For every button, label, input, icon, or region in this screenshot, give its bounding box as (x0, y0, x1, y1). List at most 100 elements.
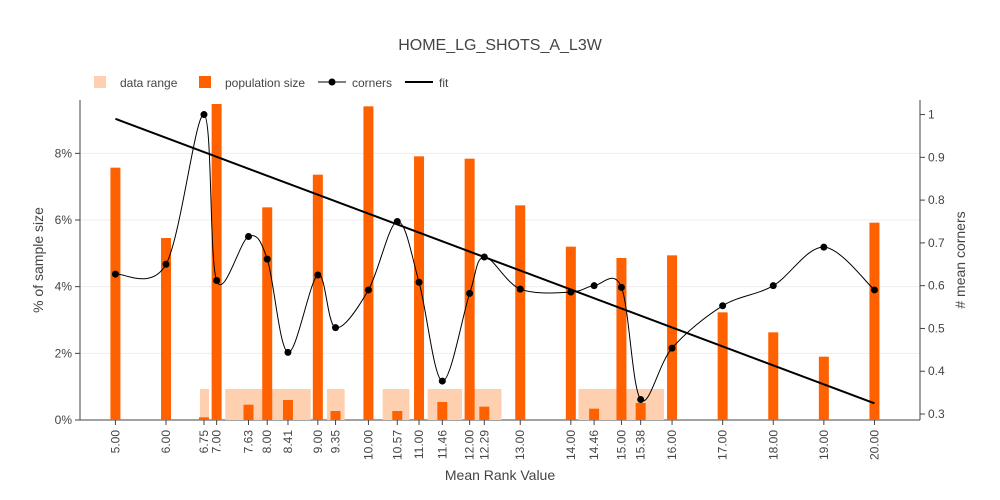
y-tick-label: 8% (55, 146, 73, 160)
x-tick-label: 7.63 (242, 430, 256, 454)
x-tick-label: 15.00 (614, 430, 628, 460)
population-bar (589, 408, 600, 420)
population-bar (667, 255, 678, 420)
corners-point (769, 282, 777, 290)
x-tick-label: 12.00 (463, 430, 477, 460)
population-bar (161, 238, 172, 420)
corners-point (590, 282, 598, 290)
x-tick-label: 20.00 (867, 430, 881, 460)
legend-swatch-data-range (94, 76, 106, 88)
x-tick-label: 9.00 (311, 430, 325, 454)
x-tick-label: 16.00 (665, 430, 679, 460)
corners-point (332, 324, 340, 332)
population-bar (437, 402, 448, 420)
legend-item-data-range[interactable]: data range (94, 76, 178, 90)
y-tick-label: 0% (55, 413, 73, 427)
corners-line (115, 114, 875, 402)
corners-point (637, 395, 645, 403)
population-bar (869, 222, 880, 420)
corners-point (719, 302, 727, 310)
x-tick-label: 14.00 (564, 430, 578, 460)
legend-marker-corners (328, 78, 336, 86)
legend-swatch-population-size (199, 76, 211, 88)
y-tick-label: 2% (55, 346, 73, 360)
data-range-bar (199, 389, 210, 420)
legend-label-fit: fit (439, 76, 449, 90)
population-bar (211, 104, 222, 420)
y2-axis-title: # mean corners (952, 211, 968, 308)
corners-point (870, 286, 878, 294)
corners-point (245, 232, 253, 240)
x-tick-label: 8.00 (260, 430, 274, 454)
x-tick-label: 6.75 (197, 430, 211, 454)
legend-item-corners[interactable]: corners (318, 76, 392, 90)
population-bar (262, 207, 273, 420)
x-tick-label: 19.00 (817, 430, 831, 460)
y2-tick-label: 0.5 (928, 321, 945, 335)
corners-point (617, 283, 625, 291)
y2-tick-label: 0.6 (928, 279, 945, 293)
x-tick-label: 12.29 (477, 430, 491, 460)
legend: data range population size corners fit (94, 76, 449, 90)
y2-tick-label: 0.4 (928, 364, 945, 378)
population-bar (363, 106, 374, 420)
corners-point (516, 285, 524, 293)
population-bar (818, 356, 829, 420)
population-bar (392, 411, 403, 420)
y-tick-label: 4% (55, 280, 73, 294)
corners-point (480, 253, 488, 261)
corners-point (668, 344, 676, 352)
x-tick-label: 10.57 (390, 430, 404, 460)
corners-point (162, 260, 170, 268)
corners-point (213, 277, 221, 285)
legend-label-population-size: population size (225, 76, 305, 90)
y-axis-title: % of sample size (30, 207, 46, 313)
population-bar (414, 156, 425, 421)
corners-point (393, 217, 401, 225)
corners-point (314, 271, 322, 279)
x-axis-title: Mean Rank Value (445, 467, 555, 483)
x-tick-label: 6.00 (159, 430, 173, 454)
x-tick-label: 7.00 (210, 430, 224, 454)
x-tick-label: 18.00 (766, 430, 780, 460)
corners-point (466, 289, 474, 297)
x-tick-label: 8.41 (281, 430, 295, 454)
x-tick-label: 5.00 (108, 430, 122, 454)
corners-point (284, 348, 292, 356)
x-tick-label: 17.00 (716, 430, 730, 460)
chart-title: HOME_LG_SHOTS_A_L3W (398, 37, 603, 54)
population-bar (768, 332, 779, 420)
population-bar (198, 417, 209, 420)
legend-item-population-size[interactable]: population size (199, 76, 305, 90)
x-tick-label: 14.46 (587, 430, 601, 460)
x-tick-label: 11.46 (435, 430, 449, 459)
corners-point (364, 286, 372, 294)
y2-tick-label: 0.7 (928, 236, 945, 250)
y2-tick-label: 0.9 (928, 150, 945, 164)
population-bar (717, 312, 728, 420)
legend-item-fit[interactable]: fit (405, 76, 449, 90)
y2-tick-label: 0.8 (928, 193, 945, 207)
population-bar (616, 258, 627, 420)
population-bar (515, 205, 526, 420)
population-bar (464, 158, 475, 420)
x-tick-label: 10.00 (361, 430, 375, 460)
population-bar (110, 167, 121, 420)
fit-line (115, 117, 875, 405)
corners-point (438, 377, 446, 385)
corners-point (820, 243, 828, 251)
population-bar (282, 400, 293, 420)
x-tick-label: 9.35 (329, 430, 343, 454)
corners-point (200, 111, 208, 119)
population-bar (312, 174, 323, 420)
y-tick-label: 6% (55, 213, 73, 227)
y2-tick-label: 0.3 (928, 407, 945, 421)
population-bar (330, 411, 341, 420)
x-tick-label: 11.00 (412, 430, 426, 459)
population-bar (635, 403, 646, 420)
population-bar (565, 246, 576, 420)
legend-label-corners: corners (352, 76, 392, 90)
x-tick-label: 15.38 (634, 430, 648, 460)
plot-area: 0% 2% 4% 6% 8% 0.3 0.4 0.5 0.6 0.7 0.8 0.9 15.00 6.00… (55, 100, 945, 460)
